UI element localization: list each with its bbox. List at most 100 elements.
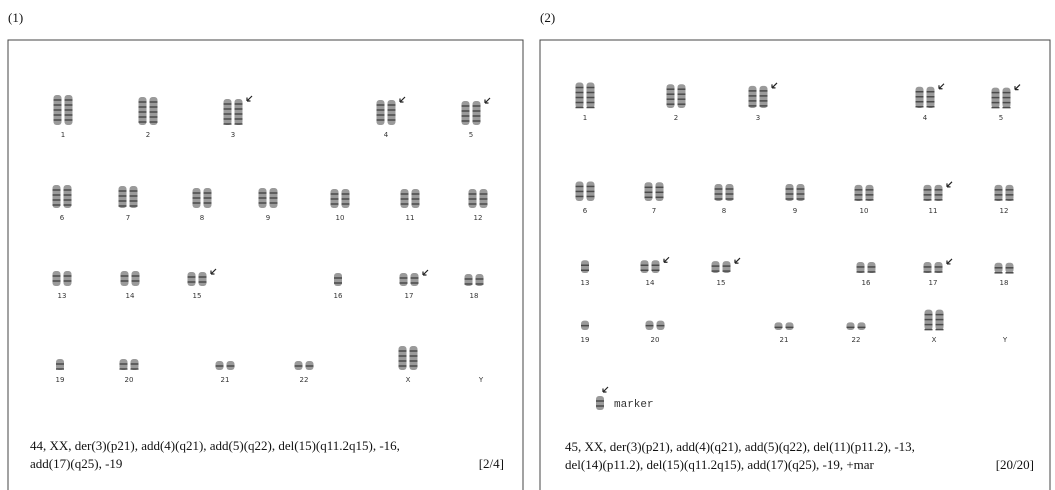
chromosome-number: 8 xyxy=(722,207,726,215)
chromosome xyxy=(924,185,932,201)
chromosome-number: 19 xyxy=(56,376,65,384)
chromosome-number: 2 xyxy=(674,114,678,122)
chromosome xyxy=(334,273,342,286)
chromosome xyxy=(388,100,396,125)
chromosome xyxy=(652,260,660,273)
karyotype-text: 44, XX, der(3)(p21), add(4)(q21), add(5)… xyxy=(30,438,400,453)
arrow xyxy=(247,96,252,101)
chromosome xyxy=(1006,185,1014,201)
chromosome-number: 15 xyxy=(193,292,202,300)
chromosome-number: 18 xyxy=(470,292,479,300)
chromosome xyxy=(935,185,943,201)
arrow xyxy=(939,84,944,89)
chromosome-number: 6 xyxy=(583,207,588,215)
panel-label: (2) xyxy=(540,10,555,25)
chromosome-number: 18 xyxy=(1000,279,1009,287)
chromosome xyxy=(139,97,147,125)
chromosome-number: 5 xyxy=(469,131,473,139)
chromosome xyxy=(64,271,72,286)
chromosome-number: X xyxy=(406,376,411,384)
chromosome xyxy=(596,396,604,410)
chromosome xyxy=(121,271,129,286)
chromosome xyxy=(377,100,385,125)
chromosome-number: 15 xyxy=(717,279,726,287)
chromosome-number: 22 xyxy=(300,376,309,384)
arrow xyxy=(400,97,405,102)
chromosome-number: 9 xyxy=(793,207,797,215)
chromosome-number: 3 xyxy=(231,131,235,139)
chromosome-number: 10 xyxy=(336,214,345,222)
chromosome xyxy=(53,271,61,286)
karyotype-text: add(17)(q25), -19 xyxy=(30,456,122,471)
arrow xyxy=(947,182,952,187)
chromosome-number: 12 xyxy=(474,214,483,222)
chromosome-number: Y xyxy=(1002,336,1008,344)
chromosome xyxy=(199,272,207,286)
chromosome-number: 16 xyxy=(862,279,871,287)
arrow xyxy=(485,98,490,103)
chromosome-number: X xyxy=(932,336,937,344)
chromosome-number: 9 xyxy=(266,214,270,222)
chromosome xyxy=(224,99,232,125)
chromosome-number: 3 xyxy=(756,114,760,122)
marker-label: marker xyxy=(614,399,654,411)
panel-label: (1) xyxy=(8,10,23,25)
chromosome xyxy=(847,322,855,330)
chromosome-number: 21 xyxy=(780,336,789,344)
chromosome xyxy=(150,97,158,125)
chromosome-number: 16 xyxy=(334,292,343,300)
chromosome xyxy=(400,273,408,286)
chromosome-number: 4 xyxy=(923,114,928,122)
arrow xyxy=(1015,85,1020,90)
chromosome-number: 17 xyxy=(405,292,414,300)
chromosome xyxy=(749,86,757,108)
chromosome-number: 11 xyxy=(406,214,415,222)
arrow xyxy=(772,83,777,88)
chromosome-number: 5 xyxy=(999,114,1003,122)
chromosome-number: 7 xyxy=(126,214,130,222)
chromosome-number: 17 xyxy=(929,279,938,287)
chromosome xyxy=(786,322,794,330)
panel-frame xyxy=(540,40,1050,490)
chromosome-number: 11 xyxy=(929,207,938,215)
chromosome-number: 21 xyxy=(221,376,230,384)
chromosome xyxy=(855,185,863,201)
arrow xyxy=(947,259,952,264)
chromosome xyxy=(866,185,874,201)
clone-count: [2/4] xyxy=(479,456,504,471)
chromosome xyxy=(188,272,196,286)
chromosome-number: 10 xyxy=(860,207,869,215)
chromosome-number: 14 xyxy=(126,292,135,300)
chromosome-number: 6 xyxy=(60,214,65,222)
chromosome-number: 12 xyxy=(1000,207,1009,215)
chromosome xyxy=(235,99,243,125)
chromosome-number: 1 xyxy=(583,114,587,122)
karyotype-text: del(14)(p11.2), del(15)(q11.2q15), add(1… xyxy=(565,457,875,472)
chromosome xyxy=(130,186,138,208)
karyotype-text: 45, XX, der(3)(p21), add(4)(q21), add(5)… xyxy=(565,439,915,454)
chromosome-number: 8 xyxy=(200,214,204,222)
arrow xyxy=(423,270,428,275)
chromosome xyxy=(411,273,419,286)
chromosome-number: 20 xyxy=(125,376,134,384)
chromosome-number: 2 xyxy=(146,131,150,139)
chromosome xyxy=(760,86,768,108)
chromosome xyxy=(132,271,140,286)
figure: (1) (2) 44, XX, der(3)(p21), add(4)(q21)… xyxy=(0,0,1055,490)
chromosome xyxy=(587,83,595,109)
chromosome xyxy=(858,322,866,330)
panel-frame xyxy=(8,40,523,490)
chromosome-number: Y xyxy=(478,376,484,384)
chromosome xyxy=(576,83,584,109)
chromosome-number: 22 xyxy=(852,336,861,344)
chromosome-number: 20 xyxy=(651,336,660,344)
chromosome-number: 13 xyxy=(58,292,67,300)
chromosome-number: 1 xyxy=(61,131,65,139)
chromosome xyxy=(581,260,589,273)
chromosome-number: 13 xyxy=(581,279,590,287)
chromosome xyxy=(775,322,783,330)
chromosome xyxy=(641,260,649,273)
chromosome xyxy=(995,185,1003,201)
arrow xyxy=(211,269,216,274)
chromosome xyxy=(119,186,127,208)
